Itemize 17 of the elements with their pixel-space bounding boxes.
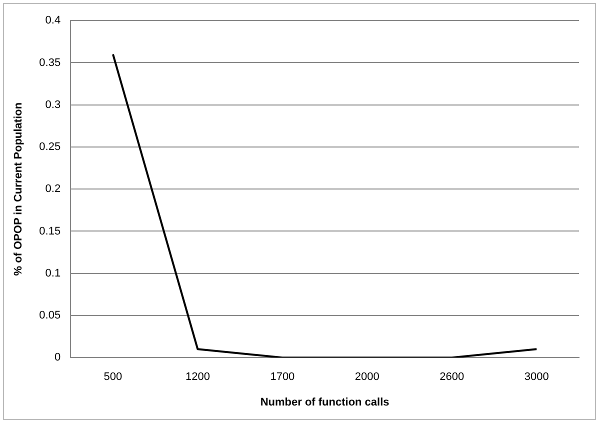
y-axis-title: % of OPOP in Current Population: [12, 102, 25, 276]
y-tick-label: 0.3: [45, 98, 61, 111]
y-tick-label: 0.25: [39, 141, 61, 154]
x-axis-title: Number of function calls: [260, 396, 390, 408]
x-tick-label: 1200: [185, 371, 210, 384]
x-tick-label: 1700: [270, 371, 295, 384]
y-tick-label: 0: [54, 352, 61, 364]
y-tick-label: 0.05: [39, 310, 61, 322]
x-tick-label: 500: [104, 371, 122, 384]
x-tick-label: 3000: [524, 371, 549, 384]
y-tick-label: 0.35: [39, 56, 61, 69]
y-tick-label: 0.15: [39, 225, 61, 238]
y-tick-label: 0.4: [45, 14, 61, 27]
y-tick-label: 0.2: [45, 183, 61, 196]
y-tick-label: 0.1: [45, 267, 61, 280]
x-tick-label: 2600: [440, 371, 464, 384]
x-tick-label: 2000: [354, 371, 380, 384]
